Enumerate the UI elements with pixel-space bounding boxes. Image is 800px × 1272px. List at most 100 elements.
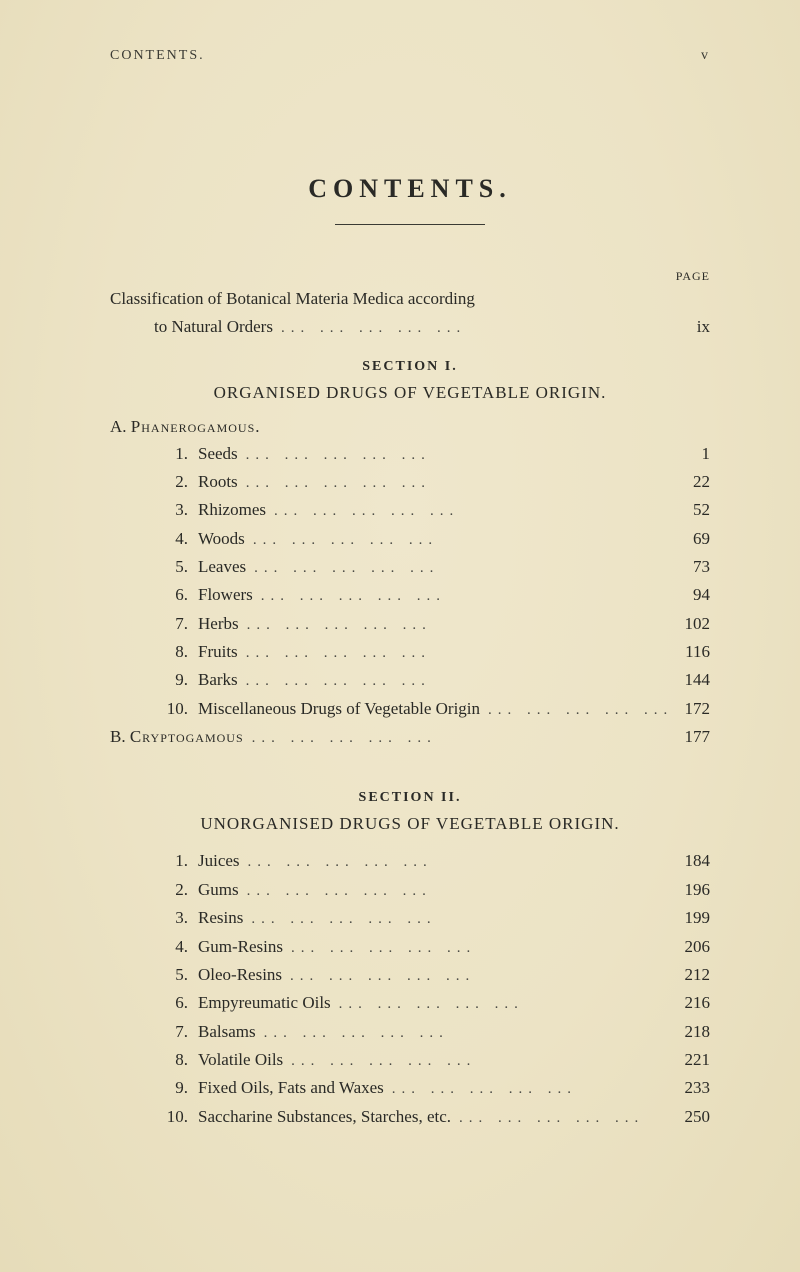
toc-row-number: 2. bbox=[154, 469, 198, 495]
toc-row-text: Seeds bbox=[198, 441, 238, 467]
toc-row-number: 6. bbox=[154, 582, 198, 608]
toc-row-number: 9. bbox=[154, 1075, 198, 1101]
toc-row-text: Rhizomes bbox=[198, 497, 266, 523]
toc-row-text: Barks bbox=[198, 667, 238, 693]
toc-row-page: 216 bbox=[674, 990, 710, 1016]
toc-row: 10.Saccharine Substances, Starches, etc.… bbox=[154, 1104, 710, 1130]
toc-row-number: 6. bbox=[154, 990, 198, 1016]
toc-row: 8.Fruits... ... ... ... ...116 bbox=[154, 639, 710, 665]
toc-row-page: 73 bbox=[674, 554, 710, 580]
toc-row: 1.Seeds... ... ... ... ...1 bbox=[154, 441, 710, 467]
toc-row-number: 2. bbox=[154, 877, 198, 903]
toc-row: 9.Fixed Oils, Fats and Waxes... ... ... … bbox=[154, 1075, 710, 1101]
leader-dots: ... ... ... ... ... bbox=[244, 727, 674, 750]
toc-row: 1.Juices... ... ... ... ...184 bbox=[154, 848, 710, 874]
leader-dots: ... ... ... ... ... bbox=[245, 529, 674, 552]
toc-row: 10.Miscellaneous Drugs of Vegetable Orig… bbox=[154, 696, 710, 722]
toc-row-page: 52 bbox=[674, 497, 710, 523]
leader-dots: ... ... ... ... ... bbox=[256, 1022, 674, 1045]
group-a-word: Phanerogamous. bbox=[131, 417, 261, 436]
leader-dots: ... ... ... ... ... bbox=[253, 585, 674, 608]
group-b-word: Cryptogamous bbox=[130, 727, 244, 746]
toc-row-text: Resins bbox=[198, 905, 243, 931]
toc-row-page: 212 bbox=[674, 962, 710, 988]
toc-row-text: Gum-Resins bbox=[198, 934, 283, 960]
toc-row-number: 8. bbox=[154, 639, 198, 665]
intro-line1: Classification of Botanical Materia Medi… bbox=[110, 286, 710, 312]
leader-dots: ... ... ... ... ... bbox=[384, 1078, 674, 1101]
running-head: CONTENTS. v bbox=[110, 48, 710, 64]
intro-line2: to Natural Orders ... ... ... ... ... ix bbox=[110, 314, 710, 340]
toc-row-page: 1 bbox=[674, 441, 710, 467]
leader-dots: ... ... ... ... ... bbox=[238, 444, 674, 467]
leader-dots: ... ... ... ... ... bbox=[238, 472, 674, 495]
toc-row: 3.Rhizomes... ... ... ... ...52 bbox=[154, 497, 710, 523]
toc-row-number: 10. bbox=[154, 696, 198, 722]
toc-row: 8.Volatile Oils... ... ... ... ...221 bbox=[154, 1047, 710, 1073]
toc-row-number: 5. bbox=[154, 554, 198, 580]
leader-dots: ... ... ... ... ... bbox=[246, 557, 674, 580]
toc-row-number: 8. bbox=[154, 1047, 198, 1073]
group-b-page: 177 bbox=[674, 724, 710, 750]
toc-row-number: 1. bbox=[154, 848, 198, 874]
toc-row-page: 116 bbox=[674, 639, 710, 665]
leader-dots: ... ... ... ... ... bbox=[240, 851, 674, 874]
toc-row-text: Empyreumatic Oils bbox=[198, 990, 331, 1016]
leader-dots: ... ... ... ... ... bbox=[266, 500, 674, 523]
toc-row-text: Woods bbox=[198, 526, 245, 552]
toc-row-number: 3. bbox=[154, 497, 198, 523]
section-1-label: SECTION I. bbox=[110, 359, 710, 375]
toc-row-number: 4. bbox=[154, 934, 198, 960]
toc-row: 2.Gums... ... ... ... ...196 bbox=[154, 877, 710, 903]
leader-dots: ... ... ... ... ... bbox=[243, 908, 674, 931]
toc-row-text: Fruits bbox=[198, 639, 238, 665]
toc-row: 4.Woods... ... ... ... ...69 bbox=[154, 526, 710, 552]
toc-row-page: 184 bbox=[674, 848, 710, 874]
leader-dots: ... ... ... ... ... bbox=[331, 993, 674, 1016]
toc-row-text: Balsams bbox=[198, 1019, 256, 1045]
toc-row: 7.Balsams... ... ... ... ...218 bbox=[154, 1019, 710, 1045]
toc-row-text: Oleo-Resins bbox=[198, 962, 282, 988]
toc-row-page: 199 bbox=[674, 905, 710, 931]
toc-row-number: 4. bbox=[154, 526, 198, 552]
toc-row: 3.Resins... ... ... ... ...199 bbox=[154, 905, 710, 931]
toc-row-text: Herbs bbox=[198, 611, 239, 637]
section-2-label: SECTION II. bbox=[110, 790, 710, 806]
intro-page: ix bbox=[674, 314, 710, 340]
leader-dots: ... ... ... ... ... bbox=[283, 1050, 674, 1073]
toc-row: 2.Roots... ... ... ... ...22 bbox=[154, 469, 710, 495]
toc-row-number: 7. bbox=[154, 611, 198, 637]
toc-row-page: 69 bbox=[674, 526, 710, 552]
toc-row-text: Leaves bbox=[198, 554, 246, 580]
section-1-title: ORGANISED DRUGS OF VEGETABLE ORIGIN. bbox=[110, 383, 710, 403]
toc-row-number: 5. bbox=[154, 962, 198, 988]
group-a-head: A. Phanerogamous. bbox=[110, 417, 710, 437]
group-b-prefix: B. bbox=[110, 727, 130, 746]
toc-row: 9.Barks... ... ... ... ...144 bbox=[154, 667, 710, 693]
running-head-left: CONTENTS. bbox=[110, 48, 205, 64]
toc-row-page: 172 bbox=[674, 696, 710, 722]
section-2-title: UNORGANISED DRUGS OF VEGETABLE ORIGIN. bbox=[110, 814, 710, 834]
toc-row: 7.Herbs... ... ... ... ...102 bbox=[154, 611, 710, 637]
toc-row-text: Fixed Oils, Fats and Waxes bbox=[198, 1075, 384, 1101]
toc-row-page: 250 bbox=[674, 1104, 710, 1130]
leader-dots: ... ... ... ... ... bbox=[238, 670, 674, 693]
toc-row-page: 218 bbox=[674, 1019, 710, 1045]
toc-row-number: 3. bbox=[154, 905, 198, 931]
leader-dots: ... ... ... ... ... bbox=[282, 965, 674, 988]
toc-row: 6.Flowers... ... ... ... ...94 bbox=[154, 582, 710, 608]
toc-row-page: 144 bbox=[674, 667, 710, 693]
leader-dots: ... ... ... ... ... bbox=[480, 699, 674, 722]
title-rule bbox=[335, 224, 485, 225]
toc-row-page: 94 bbox=[674, 582, 710, 608]
leader-dots: ... ... ... ... ... bbox=[239, 880, 674, 903]
toc-row-page: 221 bbox=[674, 1047, 710, 1073]
group-b-entry: B. Cryptogamous ... ... ... ... ... 177 bbox=[110, 724, 710, 750]
toc-row-text: Saccharine Substances, Starches, etc. bbox=[198, 1104, 451, 1130]
group-b-head: B. Cryptogamous bbox=[110, 724, 244, 750]
toc-row-number: 10. bbox=[154, 1104, 198, 1130]
toc-row-text: Miscellaneous Drugs of Vegetable Origin bbox=[198, 696, 480, 722]
page-title: CONTENTS. bbox=[110, 174, 710, 204]
toc-row-page: 233 bbox=[674, 1075, 710, 1101]
spacer bbox=[110, 752, 710, 772]
